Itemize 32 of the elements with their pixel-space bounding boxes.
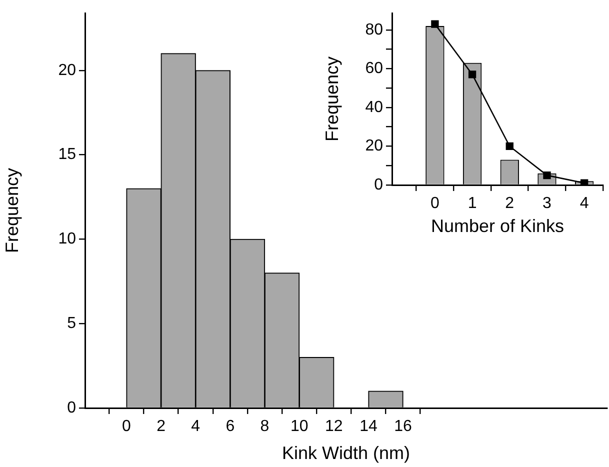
x-tick-label: 0 — [430, 195, 440, 212]
x-tick-label: 8 — [260, 418, 270, 436]
y-tick-label: 80 — [365, 21, 384, 38]
y-tick-label: 40 — [365, 98, 384, 116]
x-tick-label: 3 — [542, 195, 552, 212]
x-tick-label: 4 — [191, 418, 200, 436]
y-tick-label: 5 — [67, 315, 76, 332]
x-axis-title: Number of Kinks — [430, 216, 564, 236]
point — [506, 142, 514, 150]
y-axis-title: Frequency — [322, 56, 342, 142]
x-tick-label: 14 — [360, 418, 378, 436]
x-tick-label: 0 — [122, 418, 132, 436]
x-tick-label: 10 — [290, 418, 308, 436]
x-tick-label: 2 — [156, 418, 166, 436]
y-tick-label: 0 — [67, 399, 76, 416]
point — [580, 179, 588, 185]
point — [468, 70, 476, 78]
x-tick-label: 2 — [505, 195, 514, 212]
x-axis-title: Kink Width (nm) — [282, 443, 410, 464]
x-tick-label: 1 — [468, 195, 477, 212]
y-tick-label: 20 — [58, 62, 76, 79]
x-tick-label: 12 — [325, 418, 343, 436]
y-tick-label: 0 — [374, 176, 384, 194]
point — [431, 20, 439, 28]
y-tick-label: 60 — [365, 60, 384, 78]
y-axis-title: Frequency — [2, 168, 22, 254]
x-tick-label: 4 — [580, 195, 589, 212]
y-tick-label: 20 — [365, 138, 384, 155]
y-tick-label: 15 — [58, 146, 76, 164]
y-tick-label: 10 — [58, 230, 76, 248]
x-tick-label: 16 — [394, 418, 412, 436]
x-tick-label: 6 — [226, 418, 235, 436]
